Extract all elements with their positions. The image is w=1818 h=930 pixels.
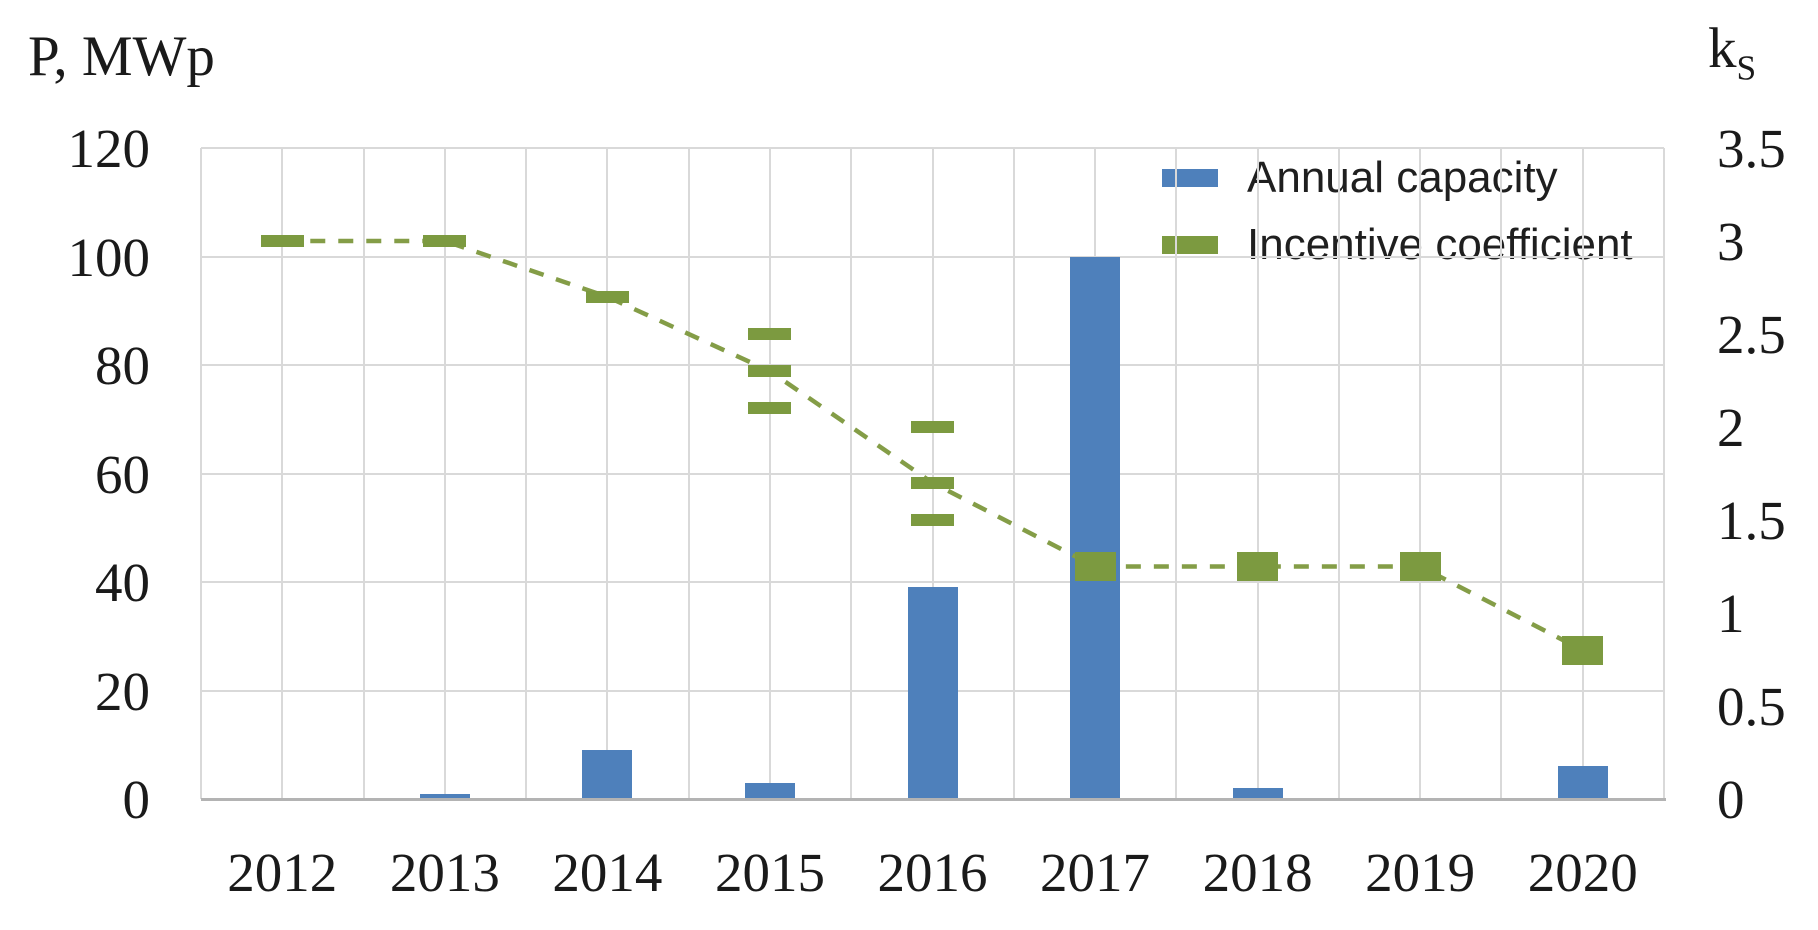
bar-2016 bbox=[907, 587, 958, 799]
gridline-horizontal bbox=[201, 255, 1664, 258]
left-axis-title: P, MWp bbox=[28, 25, 215, 88]
x-axis-label-2015: 2015 bbox=[714, 842, 825, 903]
marker-2013-3 bbox=[423, 235, 467, 247]
legend-label-incentive-coefficient: Incentive coefficient bbox=[1247, 220, 1633, 269]
right-axis-tick-3.5: 3.5 bbox=[1717, 118, 1786, 179]
left-axis-tick-120: 120 bbox=[67, 118, 151, 179]
x-axis-line bbox=[201, 798, 1666, 801]
marker-2017-1.25 bbox=[1074, 552, 1116, 581]
x-axis-label-2020: 2020 bbox=[1527, 842, 1638, 903]
right-axis-tick-1.5: 1.5 bbox=[1717, 490, 1786, 551]
right-axis-tick-2: 2 bbox=[1717, 397, 1745, 458]
x-axis-label-2019: 2019 bbox=[1365, 842, 1476, 903]
right-axis-tick-3: 3 bbox=[1717, 211, 1745, 272]
right-axis-title-subscript: S bbox=[1736, 48, 1757, 88]
left-axis-tick-40: 40 bbox=[95, 552, 150, 613]
right-axis-title-main: k bbox=[1708, 17, 1737, 80]
marker-2020-0.8 bbox=[1562, 635, 1604, 665]
gridline-horizontal bbox=[201, 147, 1664, 149]
bar-2020 bbox=[1557, 766, 1608, 799]
gridline-horizontal bbox=[201, 581, 1664, 583]
bar-2014 bbox=[582, 750, 633, 799]
gridline-vertical bbox=[1663, 148, 1665, 799]
bar-2018 bbox=[1232, 788, 1283, 799]
bar-2013 bbox=[419, 793, 470, 799]
legend-label-annual-capacity: Annual capacity bbox=[1247, 153, 1558, 202]
marker-2016-1.7 bbox=[911, 476, 954, 489]
x-axis-label-2012: 2012 bbox=[227, 842, 338, 903]
left-axis-tick-0: 0 bbox=[122, 769, 151, 830]
legend-swatch-incentive-coefficient bbox=[1162, 236, 1218, 254]
marker-2016-1.5 bbox=[911, 514, 954, 526]
marker-2018-1.25 bbox=[1237, 552, 1279, 581]
bar-2015 bbox=[744, 782, 795, 799]
marker-2015-2.5 bbox=[748, 328, 792, 340]
right-axis-tick-1: 1 bbox=[1717, 583, 1745, 644]
left-axis-tick-80: 80 bbox=[95, 335, 150, 396]
legend-swatch-annual-capacity bbox=[1162, 169, 1218, 187]
marker-2015-2.1 bbox=[748, 402, 792, 415]
left-axis-tick-100: 100 bbox=[67, 226, 151, 288]
x-axis-label-2013: 2013 bbox=[389, 842, 500, 903]
right-axis-tick-2.5: 2.5 bbox=[1717, 304, 1786, 365]
marker-2019-1.25 bbox=[1399, 552, 1441, 581]
legend-item-incentive-coefficient: Incentive coefficient bbox=[1162, 220, 1633, 269]
legend-item-annual-capacity: Annual capacity bbox=[1162, 153, 1558, 202]
x-axis-label-2018: 2018 bbox=[1202, 842, 1313, 903]
marker-2015-2.3 bbox=[748, 365, 792, 378]
right-axis-tick-0: 0 bbox=[1717, 769, 1745, 830]
x-axis-label-2017: 2017 bbox=[1040, 842, 1151, 903]
right-axis-title: kS bbox=[1708, 17, 1756, 86]
left-axis-tick-60: 60 bbox=[95, 443, 150, 505]
gridline-horizontal bbox=[201, 364, 1664, 366]
bar-2017 bbox=[1070, 256, 1121, 799]
right-axis-tick-0.5: 0.5 bbox=[1717, 676, 1786, 737]
marker-2012-3 bbox=[260, 235, 304, 247]
x-axis-label-2016: 2016 bbox=[877, 842, 988, 903]
x-axis-label-2014: 2014 bbox=[552, 842, 663, 903]
marker-2014-2.7 bbox=[585, 290, 629, 303]
marker-2016-2 bbox=[911, 421, 954, 433]
gridline-horizontal bbox=[201, 472, 1664, 475]
left-axis-tick-20: 20 bbox=[95, 660, 150, 722]
